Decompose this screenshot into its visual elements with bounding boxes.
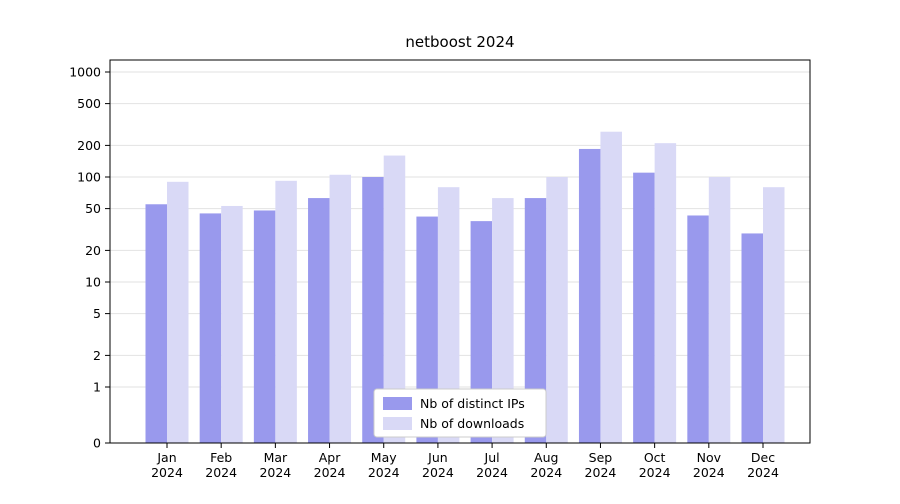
- bar-downloads-jan: [167, 181, 189, 443]
- x-tick-label-month-apr: Apr: [319, 450, 341, 465]
- bar-distinct-ips-may: [362, 177, 384, 443]
- bar-downloads-may: [383, 155, 406, 444]
- chart-title: netboost 2024: [405, 33, 514, 51]
- bar-distinct-ips-oct: [633, 172, 655, 444]
- bar-downloads-jun: [437, 187, 460, 443]
- bar-downloads-sep: [600, 131, 622, 444]
- x-tick-label-year-jun: 2024: [422, 465, 454, 480]
- y-tick-label-100: 100: [77, 170, 101, 185]
- x-tick-label-month-jul: Jul: [484, 450, 500, 465]
- x-tick-label-month-nov: Nov: [697, 450, 722, 465]
- x-tick-label-month-may: May: [371, 450, 397, 465]
- y-tick-label-2: 2: [93, 348, 101, 363]
- bar-distinct-ips-jul: [470, 221, 493, 443]
- x-tick-label-month-jun: Jun: [427, 450, 448, 465]
- bar-downloads-aug: [546, 177, 568, 443]
- x-tick-label-year-sep: 2024: [585, 465, 617, 480]
- y-tick-label-0: 0: [93, 436, 101, 451]
- x-tick-label-month-feb: Feb: [210, 450, 232, 465]
- x-tick-label-month-aug: Aug: [534, 450, 558, 465]
- bar-distinct-ips-apr: [308, 198, 330, 443]
- bar-distinct-ips-aug: [524, 198, 547, 443]
- bar-downloads-jul: [492, 198, 514, 443]
- bar-groups: [145, 131, 785, 444]
- bar-downloads-apr: [329, 174, 352, 443]
- legend-box: [373, 388, 547, 438]
- y-tick-label-500: 500: [77, 96, 101, 111]
- x-tick-label-month-mar: Mar: [264, 450, 288, 465]
- x-tick-label-year-jul: 2024: [476, 465, 508, 480]
- bar-downloads-oct: [654, 143, 677, 443]
- x-tick-label-year-apr: 2024: [314, 465, 346, 480]
- axes: [109, 59, 811, 444]
- legend-swatch-1: [383, 417, 412, 430]
- tick-labels: 01251020501002005001000Jan2024Feb2024Mar…: [69, 65, 779, 481]
- legend: Nb of distinct IPs Nb of downloads: [373, 388, 547, 438]
- bar-downloads-dec: [763, 187, 785, 443]
- y-tick-label-200: 200: [77, 138, 101, 153]
- x-tick-label-year-jan: 2024: [151, 465, 183, 480]
- bar-distinct-ips-feb: [199, 213, 222, 443]
- x-tick-label-year-dec: 2024: [747, 465, 779, 480]
- x-tick-label-month-sep: Sep: [589, 450, 613, 465]
- x-tick-label-year-oct: 2024: [639, 465, 671, 480]
- bar-downloads-nov: [708, 177, 731, 443]
- x-tick-label-month-jan: Jan: [156, 450, 176, 465]
- bar-distinct-ips-jan: [145, 204, 167, 443]
- bar-distinct-ips-mar: [253, 210, 276, 443]
- y-tick-label-10: 10: [85, 275, 101, 290]
- x-tick-label-year-nov: 2024: [693, 465, 725, 480]
- legend-swatch-0: [383, 397, 412, 410]
- bar-distinct-ips-dec: [741, 233, 763, 443]
- x-tick-label-month-dec: Dec: [751, 450, 775, 465]
- bar-downloads-mar: [275, 180, 297, 443]
- y-tick-label-5: 5: [93, 306, 101, 321]
- legend-label-0: Nb of distinct IPs: [420, 396, 525, 411]
- y-tick-label-50: 50: [85, 201, 101, 216]
- y-tick-label-20: 20: [85, 243, 101, 258]
- bar-downloads-feb: [221, 205, 243, 443]
- x-tick-label-month-oct: Oct: [644, 450, 666, 465]
- x-tick-label-year-feb: 2024: [205, 465, 237, 480]
- plot-border: [109, 59, 811, 444]
- bar-distinct-ips-jun: [416, 216, 438, 443]
- bar-distinct-ips-nov: [687, 215, 709, 443]
- bar-distinct-ips-sep: [578, 148, 601, 444]
- y-tick-label-1: 1: [93, 380, 101, 395]
- x-tick-label-year-mar: 2024: [259, 465, 291, 480]
- legend-label-1: Nb of downloads: [420, 416, 524, 431]
- x-tick-label-year-aug: 2024: [530, 465, 562, 480]
- y-tick-label-1000: 1000: [69, 65, 101, 80]
- x-tick-label-year-may: 2024: [368, 465, 400, 480]
